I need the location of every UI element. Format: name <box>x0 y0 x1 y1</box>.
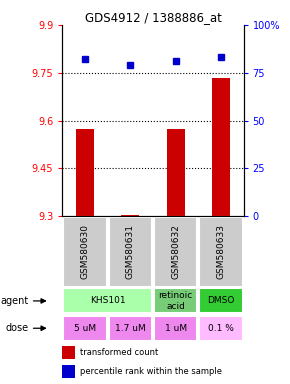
Text: GSM580633: GSM580633 <box>216 224 225 279</box>
Text: 5 uM: 5 uM <box>74 324 96 333</box>
Text: KHS101: KHS101 <box>90 296 126 305</box>
Bar <box>121 215 139 216</box>
Text: GSM580631: GSM580631 <box>126 224 135 279</box>
Text: dose: dose <box>6 323 29 333</box>
Bar <box>108 217 152 286</box>
Title: GDS4912 / 1388886_at: GDS4912 / 1388886_at <box>85 11 221 24</box>
Bar <box>199 288 243 313</box>
Text: retinoic
acid: retinoic acid <box>159 291 193 311</box>
Text: GSM580630: GSM580630 <box>81 224 90 279</box>
Bar <box>154 316 197 341</box>
Text: 1 uM: 1 uM <box>164 324 187 333</box>
Text: transformed count: transformed count <box>80 348 159 357</box>
Text: percentile rank within the sample: percentile rank within the sample <box>80 367 222 376</box>
Bar <box>212 78 230 216</box>
Bar <box>63 288 152 313</box>
Bar <box>199 316 243 341</box>
Bar <box>154 217 197 286</box>
Text: 1.7 uM: 1.7 uM <box>115 324 146 333</box>
Bar <box>63 217 107 286</box>
Bar <box>166 129 185 216</box>
Bar <box>76 129 94 216</box>
Bar <box>62 346 75 359</box>
Text: agent: agent <box>1 296 29 306</box>
Bar <box>62 365 75 378</box>
Bar <box>154 288 197 313</box>
Text: DMSO: DMSO <box>207 296 235 305</box>
Text: GSM580632: GSM580632 <box>171 224 180 279</box>
Text: 0.1 %: 0.1 % <box>208 324 234 333</box>
Bar <box>199 217 243 286</box>
Bar <box>108 316 152 341</box>
Bar <box>63 316 107 341</box>
